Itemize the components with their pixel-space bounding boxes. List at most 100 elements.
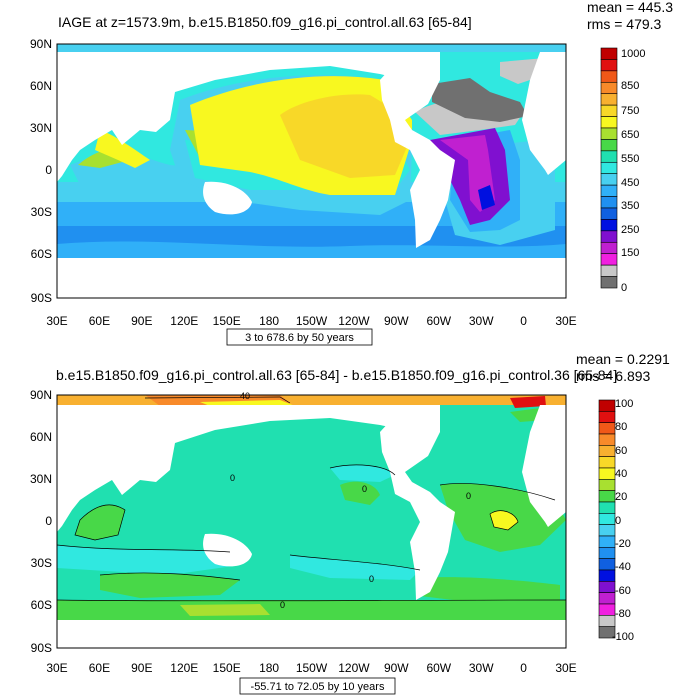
- colorbar-label: 750: [621, 105, 639, 117]
- colorbar-label: -80: [615, 608, 631, 620]
- colorbar-label: 80: [615, 421, 627, 433]
- anomaly-region: [100, 572, 240, 598]
- y-tick-label: 60N: [30, 79, 52, 93]
- colorbar-cells: [600, 47, 618, 289]
- anomaly-region: [290, 555, 420, 580]
- y-tick-label: 90N: [30, 388, 52, 402]
- colorbar-label: 150: [621, 247, 639, 259]
- x-tick-label: 0: [520, 661, 527, 675]
- colorbar-cell: [598, 581, 616, 593]
- x-tick-label: 60W: [426, 314, 451, 328]
- y-tick-label: 60S: [31, 247, 52, 261]
- x-tick-label: 120W: [338, 661, 370, 675]
- colorbar-cell: [600, 219, 618, 232]
- colorbar-label: 450: [621, 177, 639, 189]
- colorbar-cell: [600, 104, 618, 117]
- colorbar-cell: [598, 422, 616, 435]
- x-tick-label: 30W: [469, 314, 494, 328]
- colorbar-cell: [600, 207, 618, 220]
- y-tick-label: 30N: [30, 472, 52, 486]
- colorbar-cell: [598, 513, 616, 525]
- colorbar-label: 0: [621, 282, 627, 294]
- panel-2-map: [57, 395, 566, 648]
- colorbar-cell: [598, 490, 616, 503]
- panel-1-colorbar: 1000 850 750 650 550 450 350 250 150 0: [600, 47, 645, 294]
- colorbar-label: -100: [612, 631, 634, 643]
- x-tick-label: 150E: [213, 314, 241, 328]
- colorbar-label: 550: [621, 153, 639, 165]
- arctic-ocean-band: [57, 44, 566, 52]
- colorbar-label: 350: [621, 200, 639, 212]
- anomaly-region: [510, 396, 546, 408]
- anomaly-region: [340, 481, 380, 505]
- x-tick-label: 90E: [131, 314, 152, 328]
- colorbar-cell: [598, 467, 616, 480]
- colorbar-cells: [598, 399, 616, 639]
- colorbar-cell: [600, 253, 618, 266]
- colorbar-label: 100: [615, 398, 633, 410]
- continent-australia: [203, 533, 252, 567]
- colorbar-cell: [600, 241, 618, 255]
- continent-antarctica: [57, 258, 566, 298]
- colorbar-cell: [598, 626, 616, 639]
- panel-1-range-label: 3 to 678.6 by 50 years: [245, 332, 354, 344]
- x-tick-label: 60E: [89, 314, 110, 328]
- contour-line: [439, 483, 556, 501]
- colorbar-cell: [600, 47, 618, 60]
- continent-americas: [380, 52, 455, 248]
- x-tick-label: 120E: [170, 661, 198, 675]
- x-tick-label: 150W: [296, 314, 328, 328]
- contour-line: [289, 554, 421, 571]
- anomaly-region: [490, 510, 518, 530]
- panel-2-mean: mean = 0.2291: [576, 351, 670, 367]
- anomaly-region: [57, 600, 566, 620]
- panel-2: b.e15.B1850.f09_g16.pi_control.all.63 [6…: [30, 351, 670, 695]
- colorbar-cell: [600, 81, 618, 95]
- colorbar-label: 1000: [621, 48, 645, 60]
- panel-2-colorbar: 100 80 60 40 20 0 -20 -40 -60 -80 -100: [598, 398, 634, 643]
- y-tick-label: 0: [45, 163, 52, 177]
- colorbar-cell: [600, 59, 618, 72]
- colorbar-cell: [600, 93, 618, 106]
- continent-eurasia-africa: [522, 405, 566, 527]
- contour-line: [489, 510, 519, 531]
- colorbar-label: 0: [615, 515, 621, 527]
- contour-line: [57, 599, 566, 602]
- contour-line: [99, 572, 241, 581]
- x-tick-label: 30W: [469, 661, 494, 675]
- colorbar-label: 250: [621, 224, 639, 236]
- atlantic-ocean-region: [478, 185, 495, 210]
- colorbar-cell: [598, 535, 616, 548]
- x-tick-label: 180: [259, 314, 279, 328]
- colorbar-cell: [598, 456, 616, 469]
- colorbar-cell: [598, 603, 616, 616]
- colorbar-label: -40: [615, 561, 631, 573]
- colorbar-cell: [600, 150, 618, 163]
- colorbar-cell: [598, 399, 616, 412]
- panel-2-contour-labels: 40 0 0 0 0 0: [230, 391, 471, 610]
- x-tick-label: 180: [259, 661, 279, 675]
- x-tick-label: 90W: [384, 661, 409, 675]
- panel-1-frame: [56, 43, 567, 299]
- y-tick-label: 60S: [31, 598, 52, 612]
- colorbar-cell: [598, 411, 616, 423]
- y-tick-label: 30N: [30, 121, 52, 135]
- colorbar-cell: [598, 615, 616, 627]
- continent-americas: [380, 405, 455, 600]
- x-tick-label: 90W: [384, 314, 409, 328]
- colorbar-label: -20: [615, 538, 631, 550]
- panel-1-xticks: 30E 60E 90E 120E 150E 180 150W 120W 90W …: [46, 314, 576, 328]
- colorbar-label: 40: [615, 468, 627, 480]
- panel-2-yticks: 90N 60N 30N 0 30S 60S 90S: [30, 388, 52, 655]
- contour-label: 0: [280, 600, 285, 610]
- contour-line: [57, 544, 231, 553]
- x-tick-label: 90E: [131, 661, 152, 675]
- x-tick-label: 0: [520, 314, 527, 328]
- y-tick-label: 90S: [31, 291, 52, 305]
- colorbar-cell: [600, 70, 618, 83]
- y-tick-label: 30S: [31, 556, 52, 570]
- colorbar-label: 20: [615, 491, 627, 503]
- colorbar-cell: [600, 173, 618, 186]
- colorbar-cell: [598, 569, 616, 582]
